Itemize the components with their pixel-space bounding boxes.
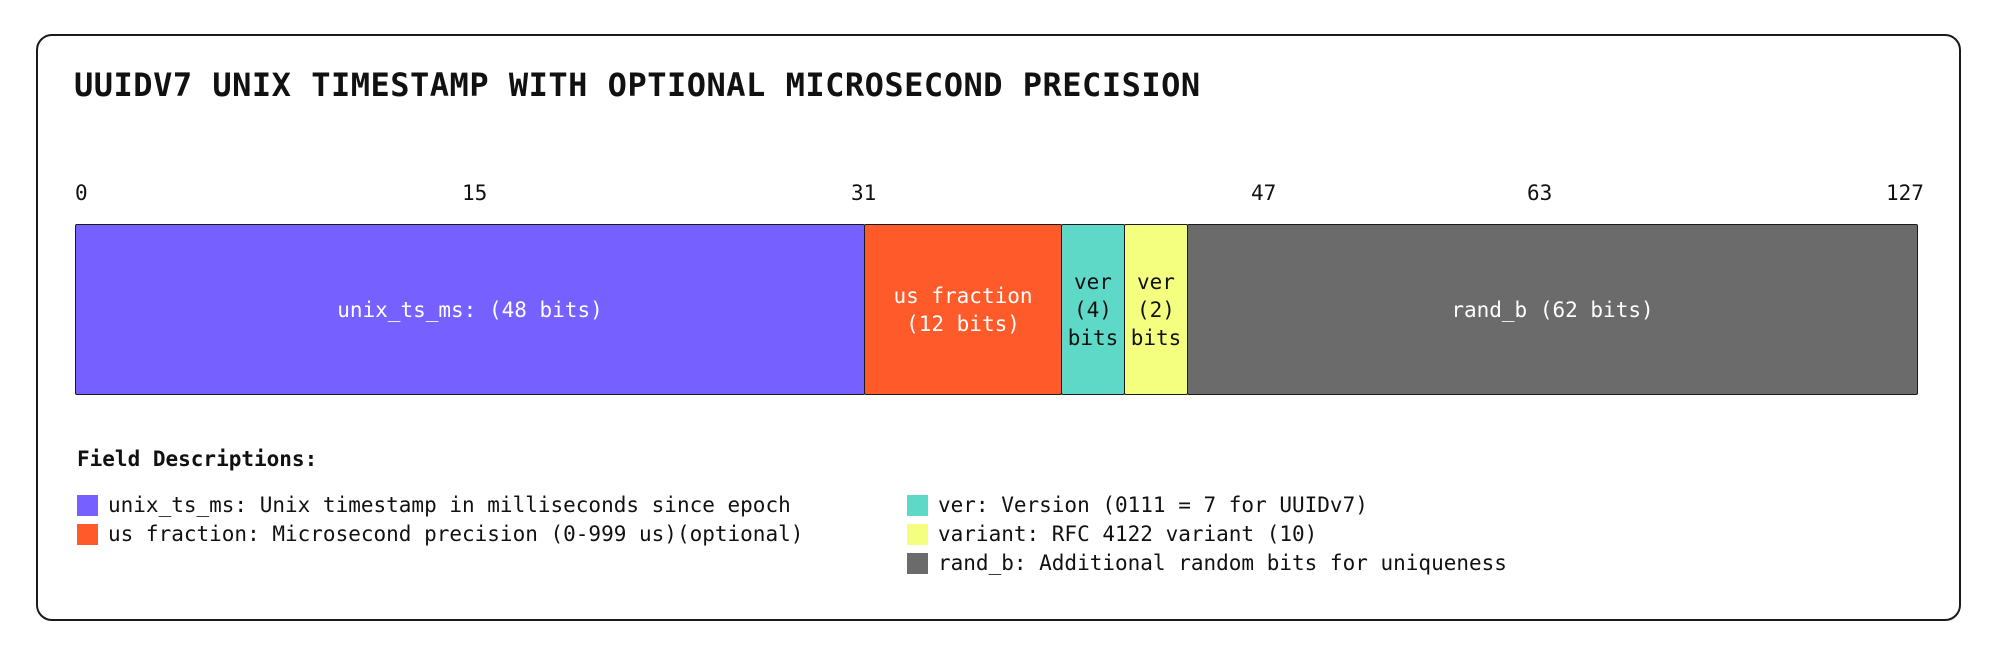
legend-swatch <box>77 494 98 516</box>
legend-item-text: variant: RFC 4122 variant (10) <box>938 522 1318 546</box>
segment-variant-label: ver (2) bits <box>1130 269 1182 350</box>
bit-tick-63: 63 <box>1527 181 1553 205</box>
legend-item-unix-ts-ms: unix_ts_ms: Unix timestamp in millisecon… <box>77 492 791 518</box>
diagram-card <box>36 34 1961 621</box>
legend-swatch <box>907 494 928 516</box>
bit-tick-0: 0 <box>75 181 88 205</box>
segment-us-fraction-label: us fraction (12 bits) <box>893 283 1033 336</box>
legend-item-ver: ver: Version (0111 = 7 for UUIDv7) <box>907 492 1368 518</box>
bit-tick-127: 127 <box>1886 181 1924 205</box>
legend-item-text: ver: Version (0111 = 7 for UUIDv7) <box>938 493 1368 517</box>
legend-swatch <box>907 552 928 574</box>
bit-tick-47: 47 <box>1251 181 1277 205</box>
legend-swatch <box>77 523 98 545</box>
segment-rand-b-label: rand_b (62 bits) <box>1451 297 1654 322</box>
legend-item-text: us fraction: Microsecond precision (0-99… <box>108 522 804 546</box>
segment-ver-label: ver (4) bits <box>1067 269 1119 350</box>
legend-item-variant: variant: RFC 4122 variant (10) <box>907 521 1317 547</box>
legend-item-rand-b: rand_b: Additional random bits for uniqu… <box>907 550 1507 576</box>
segment-ver: ver (4) bits <box>1061 224 1125 395</box>
bit-tick-31: 31 <box>851 181 877 205</box>
bit-tick-15: 15 <box>462 181 488 205</box>
diagram-title: UUIDV7 UNIX TIMESTAMP WITH OPTIONAL MICR… <box>74 66 1201 104</box>
legend-item-us-fraction: us fraction: Microsecond precision (0-99… <box>77 521 803 547</box>
segment-unix-ts-ms: unix_ts_ms: (48 bits) <box>75 224 865 395</box>
segment-unix-ts-ms-label: unix_ts_ms: (48 bits) <box>337 297 603 322</box>
legend-swatch <box>907 523 928 545</box>
legend-title: Field Descriptions: <box>77 447 318 471</box>
legend-item-text: unix_ts_ms: Unix timestamp in millisecon… <box>108 493 791 517</box>
segment-variant: ver (2) bits <box>1124 224 1188 395</box>
segment-rand-b: rand_b (62 bits) <box>1187 224 1918 395</box>
legend-item-text: rand_b: Additional random bits for uniqu… <box>938 551 1507 575</box>
segment-us-fraction: us fraction (12 bits) <box>864 224 1062 395</box>
